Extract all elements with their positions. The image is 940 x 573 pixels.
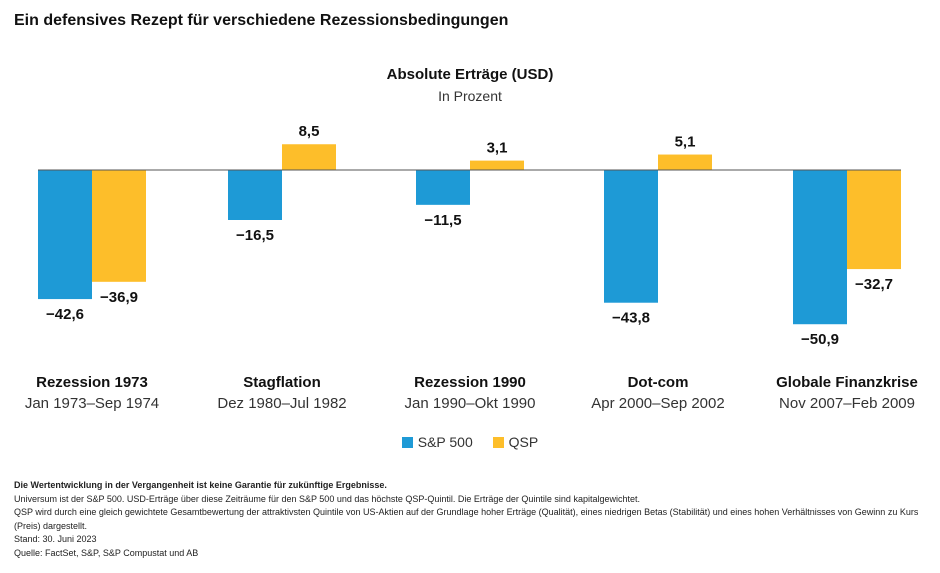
category-label: Rezession 1990	[414, 374, 526, 391]
data-label: 3,1	[487, 140, 508, 157]
bar-qsp	[470, 160, 524, 170]
category-period: Dez 1980–Jul 1982	[217, 395, 346, 412]
bar-qsp	[847, 170, 901, 270]
footnote: Stand: 30. Juni 2023	[14, 534, 97, 544]
disclaimer: Die Wertentwicklung in der Vergangenheit…	[14, 480, 387, 490]
footnote: Quelle: FactSet, S&P, S&P Compustat und …	[14, 547, 199, 558]
bar-sp500	[604, 170, 658, 303]
data-label: −43,8	[612, 310, 650, 327]
bar-sp500	[228, 170, 282, 220]
category-label: Globale Finanzkrise	[776, 374, 918, 391]
bar-sp500	[38, 170, 92, 300]
footnote: Universum ist der S&P 500. USD-Erträge ü…	[14, 493, 640, 504]
bar-qsp	[658, 154, 712, 170]
bar-sp500	[793, 170, 847, 325]
legend-swatch	[492, 436, 504, 448]
footnote: QSP wird durch eine gleich gewichtete Ge…	[14, 507, 919, 531]
category-period: Jan 1973–Sep 1974	[25, 395, 159, 412]
data-label: 8,5	[299, 123, 320, 140]
category-label: Stagflation	[243, 374, 321, 391]
category-period: Apr 2000–Sep 2002	[591, 395, 724, 412]
bar-sp500	[416, 170, 470, 205]
category-period: Jan 1990–Okt 1990	[405, 395, 536, 412]
legend-swatch	[401, 436, 413, 448]
data-label: −32,7	[855, 276, 893, 293]
data-label: 5,1	[675, 134, 696, 151]
data-label: −42,6	[46, 306, 84, 323]
category-label: Dot-com	[628, 374, 689, 391]
legend-item-qsp: QSP	[492, 434, 539, 450]
data-label: −11,5	[424, 212, 461, 229]
data-label: −16,5	[236, 227, 274, 244]
bar-qsp	[282, 144, 336, 170]
bar-qsp	[92, 170, 146, 282]
data-label: −50,9	[801, 331, 839, 348]
legend: S&P 500 QSP	[0, 434, 940, 451]
chart-title: Absolute Erträge (USD)	[386, 66, 554, 83]
legend-label: QSP	[508, 434, 539, 450]
footnotes: Die Wertentwicklung in der Vergangenheit…	[14, 479, 929, 560]
page-title: Ein defensives Rezept für verschiedene R…	[14, 12, 509, 29]
legend-label: S&P 500	[417, 434, 473, 450]
legend-item-sp500: S&P 500	[401, 434, 473, 450]
chart-subtitle: In Prozent	[438, 88, 502, 104]
category-label: Rezession 1973	[36, 374, 148, 391]
category-period: Nov 2007–Feb 2009	[779, 395, 915, 412]
data-label: −36,9	[100, 289, 138, 306]
